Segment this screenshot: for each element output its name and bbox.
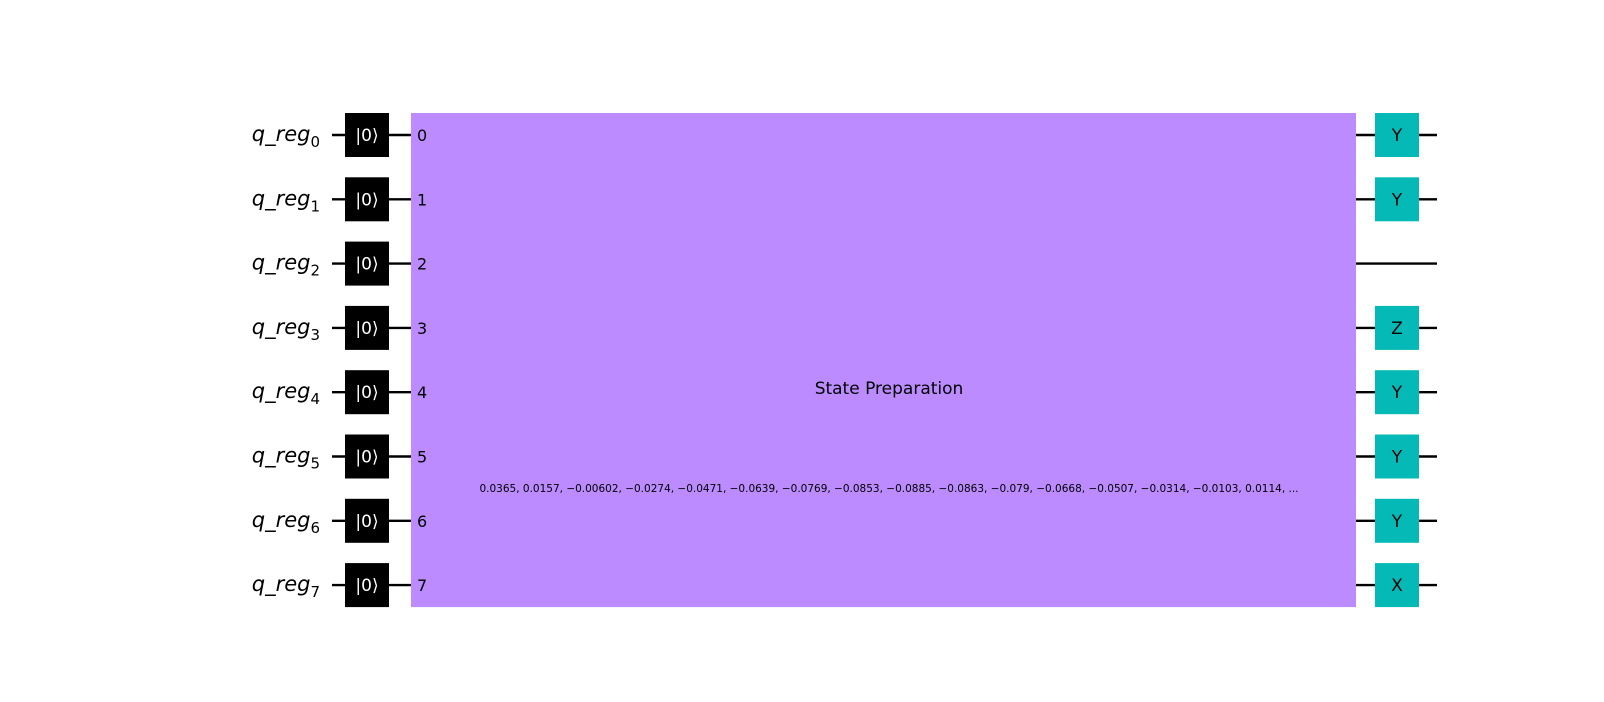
qubit-label-name: q_reg xyxy=(252,444,311,469)
state-prep-pin-4: 4 xyxy=(417,383,427,402)
qubit-label-7: q_reg7 xyxy=(252,572,320,601)
qubit-label-index: 0 xyxy=(310,133,320,151)
state-preparation-block xyxy=(411,113,1356,608)
pauli-z-gate-3 xyxy=(1375,305,1419,350)
reset-gate-label-2: |0⟩ xyxy=(355,255,378,275)
qubit-label-0: q_reg0 xyxy=(252,122,320,151)
qubit-label-index: 1 xyxy=(310,197,320,215)
pauli-y-gate-4 xyxy=(1375,370,1419,415)
reset-gate-3 xyxy=(345,305,389,350)
qubit-label-name: q_reg xyxy=(252,379,311,404)
pauli-y-gate-6 xyxy=(1375,498,1419,543)
qubit-label-2: q_reg2 xyxy=(252,251,320,280)
reset-gate-6 xyxy=(345,498,389,543)
reset-gate-label-6: |0⟩ xyxy=(355,512,378,532)
qubit-label-4: q_reg4 xyxy=(252,379,320,408)
qubit-label-index: 5 xyxy=(310,455,320,473)
qubit-label-6: q_reg6 xyxy=(252,508,320,537)
pauli-gate-label-0: Y xyxy=(1391,126,1403,146)
qubit-label-1: q_reg1 xyxy=(252,186,320,215)
qubit-label-3: q_reg3 xyxy=(252,315,320,344)
pauli-gate-label-3: Z xyxy=(1391,319,1403,339)
pauli-y-gate-0 xyxy=(1375,113,1419,157)
reset-gate-label-3: |0⟩ xyxy=(355,319,378,339)
state-prep-pin-2: 2 xyxy=(417,255,427,274)
reset-gate-4 xyxy=(345,370,389,415)
reset-gate-label-0: |0⟩ xyxy=(355,126,378,146)
pauli-y-gate-5 xyxy=(1375,434,1419,479)
qubit-label-index: 2 xyxy=(310,262,320,280)
reset-gate-label-4: |0⟩ xyxy=(355,383,378,403)
qubit-label-name: q_reg xyxy=(252,186,311,211)
qubit-label-name: q_reg xyxy=(252,508,311,533)
reset-gate-5 xyxy=(345,434,389,479)
reset-gate-7 xyxy=(345,563,389,608)
pauli-gate-label-5: Y xyxy=(1391,448,1403,468)
pauli-y-gate-1 xyxy=(1375,177,1419,222)
reset-gate-label-7: |0⟩ xyxy=(355,576,378,596)
qubit-label-name: q_reg xyxy=(252,122,311,147)
pauli-gate-label-6: Y xyxy=(1391,512,1403,532)
qubit-label-index: 6 xyxy=(310,519,320,537)
reset-gate-2 xyxy=(345,241,389,286)
state-prep-pin-0: 0 xyxy=(417,126,427,145)
pauli-gate-label-4: Y xyxy=(1391,383,1403,403)
qubit-label-name: q_reg xyxy=(252,315,311,340)
reset-gate-1 xyxy=(345,177,389,222)
state-preparation-title: State Preparation xyxy=(815,379,964,399)
state-preparation-params: 0.0365, 0.0157, −0.00602, −0.0274, −0.04… xyxy=(479,483,1298,495)
reset-gate-label-1: |0⟩ xyxy=(355,190,378,210)
qubit-label-index: 4 xyxy=(310,390,320,408)
pauli-gate-label-7: X xyxy=(1391,576,1403,596)
state-prep-pin-5: 5 xyxy=(417,448,427,467)
qubit-label-name: q_reg xyxy=(252,251,311,276)
qubit-label-index: 3 xyxy=(310,326,320,344)
pauli-gate-label-1: Y xyxy=(1391,190,1403,210)
qubit-label-name: q_reg xyxy=(252,572,311,597)
state-prep-pin-7: 7 xyxy=(417,576,427,595)
state-prep-pin-1: 1 xyxy=(417,190,427,209)
reset-gate-0 xyxy=(345,113,389,157)
state-prep-pin-6: 6 xyxy=(417,512,427,531)
qubit-label-index: 7 xyxy=(310,583,320,601)
state-prep-pin-3: 3 xyxy=(417,319,427,338)
pauli-x-gate-7 xyxy=(1375,563,1419,608)
qubit-label-5: q_reg5 xyxy=(252,444,320,473)
reset-gate-label-5: |0⟩ xyxy=(355,448,378,468)
